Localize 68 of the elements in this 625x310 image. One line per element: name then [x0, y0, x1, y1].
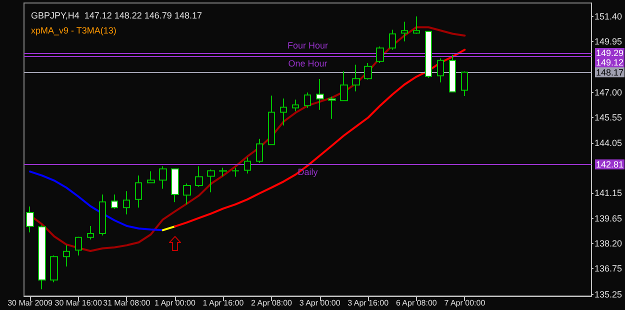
candlestick: [376, 46, 384, 64]
y-tick-label: 147.00: [594, 87, 622, 98]
text: 149.29: [596, 48, 624, 58]
candlestick: [63, 244, 70, 267]
candlestick: [244, 156, 251, 174]
candlestick: [461, 70, 468, 96]
candlestick: [99, 194, 106, 236]
line-series: [174, 48, 466, 228]
candlestick: [75, 236, 82, 256]
candlestick: [401, 21, 408, 42]
candlestick: [268, 95, 275, 146]
x-tick-label: 3 Apr 16:00: [348, 298, 390, 308]
candlestick: [26, 206, 34, 233]
candlestick: [425, 30, 432, 78]
candlestick: [183, 182, 191, 205]
x-tick-label: 1 Apr 16:00: [202, 298, 244, 308]
candlestick: [147, 170, 155, 184]
candlestick: [437, 58, 444, 83]
y-tick-label: 139.65: [594, 214, 622, 224]
candlestick: [195, 166, 203, 188]
y-tick-label: 138.20: [594, 238, 622, 249]
line-series: [29, 170, 164, 232]
candlestick: [364, 62, 372, 80]
candlestick: [171, 168, 179, 203]
candlestick: [159, 166, 167, 190]
candlestick: [292, 99, 299, 112]
x-tick-label: 7 Apr 00:00: [444, 298, 486, 308]
x-tick-label: 30 Mar 16:00: [54, 298, 102, 308]
candlestick: [304, 92, 311, 108]
y-tick-label: 136.75: [594, 264, 622, 274]
text: GBPJPY,H4 147.12 148.22 146.79 148.17: [31, 10, 202, 20]
candlestick: [87, 226, 94, 240]
x-tick-label: 6 Apr 08:00: [396, 298, 438, 308]
text: 148.17: [596, 67, 624, 78]
candlestick: [207, 169, 215, 193]
x-tick-label: 1 Apr 00:00: [154, 298, 196, 308]
candlestick: [256, 138, 263, 164]
candlestick: [340, 70, 348, 102]
candlestick: [413, 16, 420, 34]
candlestick: [232, 167, 239, 178]
text: 142.81: [596, 159, 624, 170]
y-tick-label: 149.95: [594, 36, 622, 47]
text: 149.12: [596, 58, 624, 68]
candlestick: [50, 254, 58, 283]
y-tick-label: 141.15: [594, 188, 622, 198]
candlestick: [352, 64, 360, 92]
ref-line-label: Daily: [298, 166, 318, 177]
y-tick-label: 145.55: [594, 112, 622, 122]
x-tick-label: 3 Apr 00:00: [299, 298, 341, 308]
candlestick: [123, 190, 130, 215]
ref-line-label: Four Hour: [287, 40, 328, 51]
x-tick-label: 2 Apr 08:00: [251, 298, 293, 308]
x-tick-label: 30 Mar 2009: [8, 298, 54, 308]
y-tick-label: 135.25: [594, 289, 622, 300]
x-tick-label: 31 Mar 08:00: [103, 298, 151, 308]
candlestick: [389, 29, 396, 50]
candlestick: [280, 98, 287, 126]
y-tick-label: 151.40: [594, 12, 622, 22]
candlestick: [38, 224, 46, 290]
candlestick: [328, 96, 336, 120]
candlestick: [316, 78, 324, 110]
candlestick: [449, 54, 456, 92]
candlestick: [135, 175, 142, 208]
text: xpMA_v9 - T3MA(13): [31, 26, 116, 36]
y-tick-label: 144.05: [594, 138, 622, 148]
ref-line-label: One Hour: [288, 58, 328, 68]
candlestick: [111, 194, 118, 210]
candlestick: [219, 167, 227, 177]
